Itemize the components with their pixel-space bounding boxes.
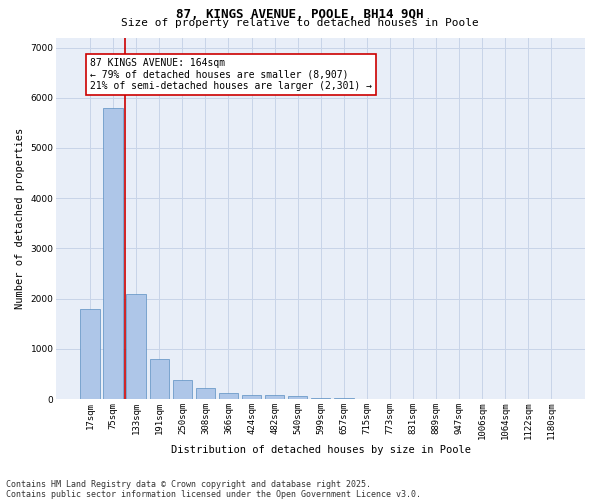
- Bar: [265, 395, 284, 399]
- Text: 87, KINGS AVENUE, POOLE, BH14 9QH: 87, KINGS AVENUE, POOLE, BH14 9QH: [176, 8, 424, 20]
- Bar: [127, 294, 146, 399]
- Bar: [357, 398, 377, 399]
- Bar: [288, 396, 307, 399]
- Bar: [311, 398, 331, 399]
- X-axis label: Distribution of detached houses by size in Poole: Distribution of detached houses by size …: [170, 445, 470, 455]
- Bar: [149, 359, 169, 399]
- Bar: [103, 108, 123, 399]
- Bar: [196, 388, 215, 399]
- Bar: [334, 398, 353, 399]
- Bar: [218, 392, 238, 399]
- Y-axis label: Number of detached properties: Number of detached properties: [15, 128, 25, 309]
- Text: 87 KINGS AVENUE: 164sqm
← 79% of detached houses are smaller (8,907)
21% of semi: 87 KINGS AVENUE: 164sqm ← 79% of detache…: [90, 58, 372, 91]
- Bar: [80, 308, 100, 399]
- Bar: [173, 380, 192, 399]
- Text: Size of property relative to detached houses in Poole: Size of property relative to detached ho…: [121, 18, 479, 28]
- Text: Contains HM Land Registry data © Crown copyright and database right 2025.
Contai: Contains HM Land Registry data © Crown c…: [6, 480, 421, 499]
- Bar: [242, 394, 262, 399]
